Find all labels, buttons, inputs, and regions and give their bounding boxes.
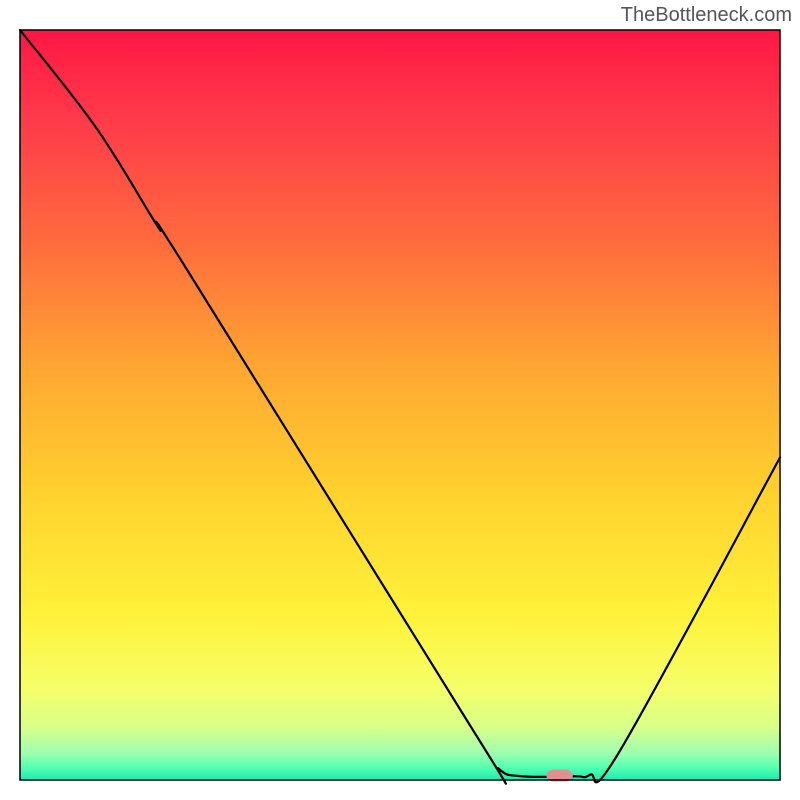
bottleneck-chart — [0, 0, 800, 800]
watermark-text: TheBottleneck.com — [621, 4, 792, 27]
chart-container: TheBottleneck.com — [0, 0, 800, 800]
